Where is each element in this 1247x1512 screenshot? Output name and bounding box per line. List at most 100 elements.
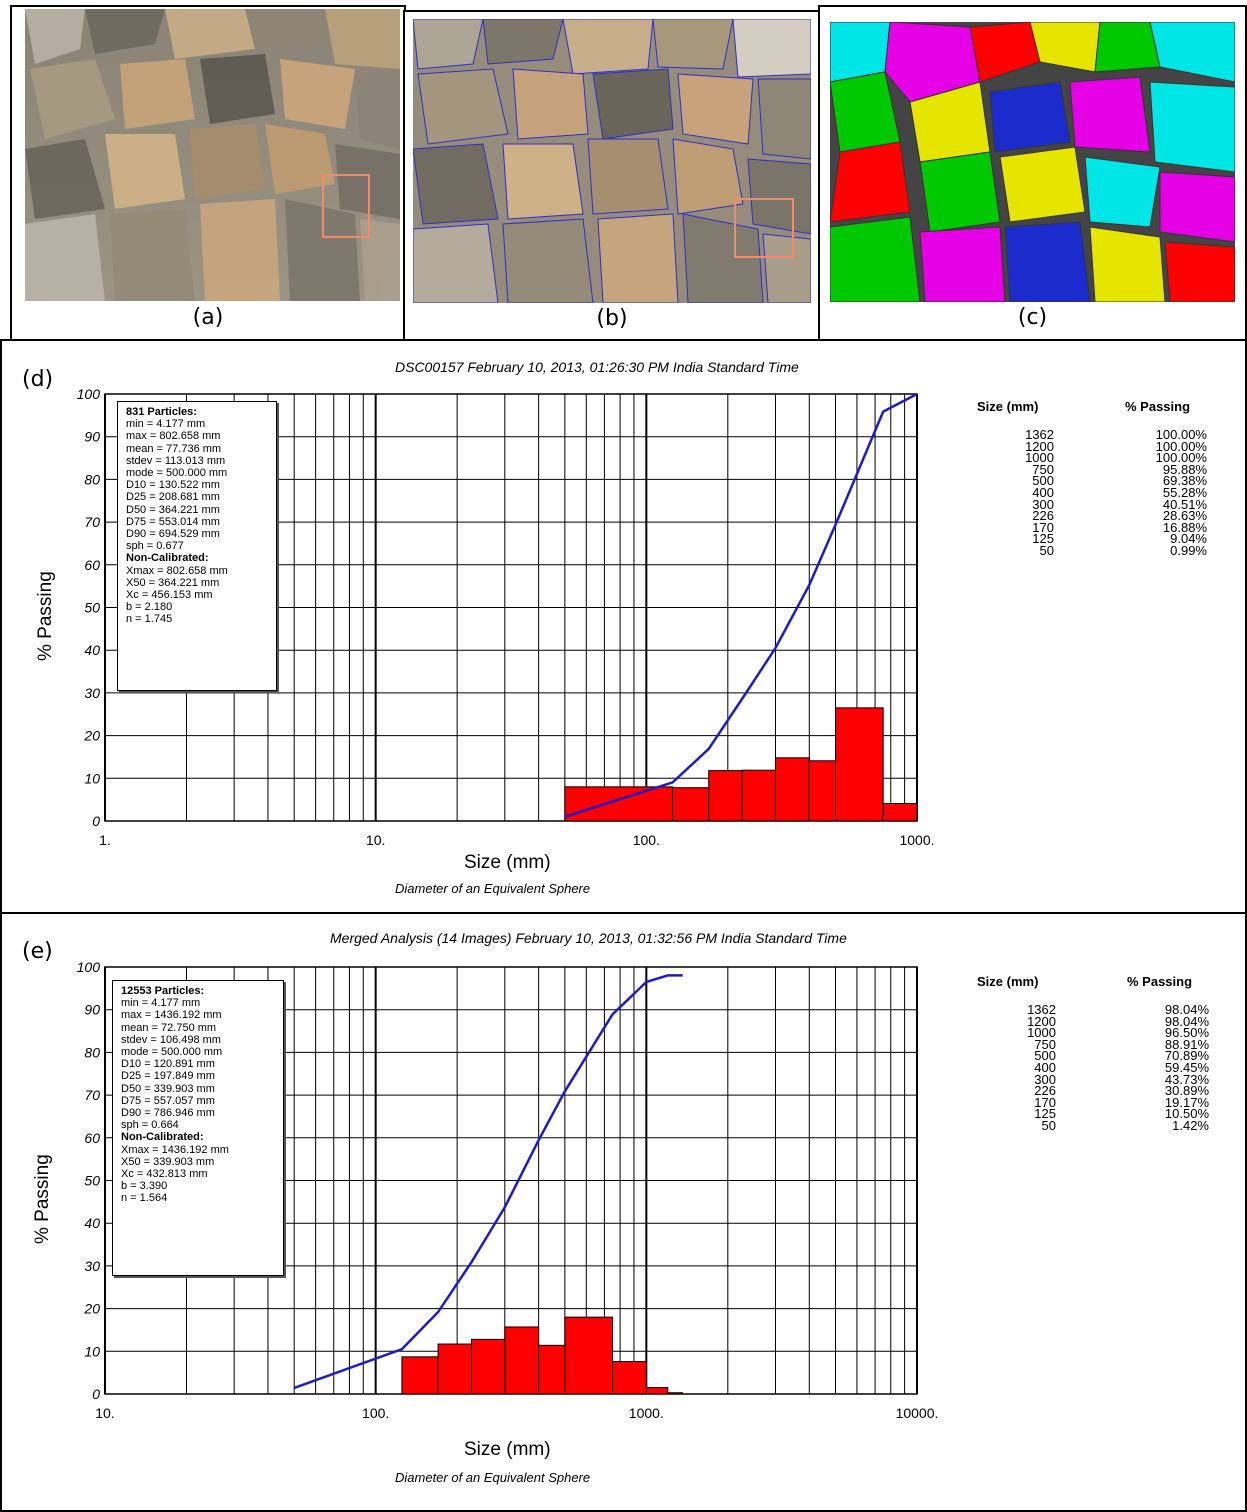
stat-line: min = 4.177 mm (121, 997, 201, 1010)
stat-line: n = 1.564 (121, 1192, 168, 1205)
passing-value: 19.17% (1164, 1094, 1209, 1110)
passing-value: 30.89% (1164, 1083, 1209, 1099)
histogram-bar (672, 787, 710, 822)
passing-value: 96.50% (1164, 1025, 1209, 1041)
y-tick-label: 80 (84, 471, 100, 487)
histogram-bar (564, 1316, 614, 1395)
grid (104, 393, 918, 822)
stat-line: D90 = 786.946 mm (121, 1107, 215, 1120)
size-value: 750 (1032, 461, 1054, 477)
stat-line: mean = 72.750 mm (121, 1021, 217, 1034)
stats-heading: 12553 Particles: (121, 985, 205, 997)
passing-value: 70.89% (1164, 1048, 1209, 1064)
stat-line: sph = 0.677 (126, 540, 184, 553)
size-value: 226 (1034, 1083, 1056, 1099)
y-tick-label: 0 (92, 813, 100, 829)
stat-line: X50 = 339.903 mm (121, 1155, 215, 1168)
rock-pile-photo (25, 9, 400, 301)
histogram-bar (538, 1344, 566, 1395)
passing-value: 59.45% (1164, 1059, 1209, 1075)
size-value: 1000 (1027, 1025, 1056, 1041)
y-tick-label: 100 (77, 959, 101, 975)
size-column: 1362 1200 1000 750 500 400 300 226 170 125 50 (977, 1002, 1056, 1133)
y-tick-label: 50 (84, 1173, 100, 1189)
stats-heading-2: Non-Calibrated: (121, 1131, 204, 1144)
size-value: 300 (1034, 1071, 1056, 1087)
size-value: 50 (1041, 1117, 1056, 1133)
histogram-bar (667, 1392, 684, 1395)
stat-line: D75 = 553.014 mm (126, 515, 220, 528)
stat-line: min = 4.177 mm (126, 418, 206, 431)
stat-line: D25 = 208.681 mm (126, 491, 220, 504)
plot-d: 0 10 20 30 40 50 60 70 80 90 100 1. 10. 100. 1000. (77, 386, 935, 848)
x-axis-title-d: Size (mm) (464, 852, 551, 873)
x-tick-label: 1000. (629, 1405, 664, 1421)
size-table-d: Size (mm) % Passing 1362 1200 1000 750 500 40… (977, 399, 1237, 619)
size-value: 1200 (1027, 1013, 1056, 1029)
stat-line: D50 = 339.903 mm (121, 1082, 215, 1095)
size-value: 170 (1034, 1094, 1056, 1110)
passing-value: 100.00% (1155, 427, 1207, 442)
size-value: 750 (1034, 1036, 1056, 1052)
histogram-bar (835, 707, 884, 822)
x-tick-label: 100. (633, 832, 660, 848)
passing-value: 69.38% (1162, 473, 1207, 489)
passing-column: 100.00% 100.00% 100.00% 95.88% 69.38% 55.28% 4… (1117, 427, 1207, 556)
y-tick-label: 20 (83, 728, 100, 744)
x-axis-title-e: Size (mm) (464, 1439, 551, 1460)
y-tick-label: 30 (84, 1258, 100, 1274)
size-value: 300 (1032, 496, 1054, 512)
passing-value: 88.91% (1164, 1036, 1209, 1052)
y-tick-label: 40 (84, 1215, 100, 1231)
histogram-bar (437, 1343, 473, 1395)
stat-line: D75 = 557.057 mm (121, 1094, 215, 1107)
y-axis-title-d: % Passing (35, 571, 56, 661)
stat-line: b = 3.390 (121, 1180, 168, 1193)
rock-pile-delineated-photo (413, 19, 811, 303)
stats-box-e: 12553 Particles: min = 4.177 mm max = 14… (112, 980, 284, 1276)
y-tick-label: 60 (84, 557, 100, 573)
size-table-e: Size (mm) % Passing 1362 1200 1000 750 500 40… (977, 974, 1237, 1194)
panel-letter-d: (d) (22, 367, 54, 392)
stat-line: mode = 500.000 mm (121, 1046, 223, 1059)
y-tick-label: 40 (84, 642, 100, 658)
passing-header: % Passing (1125, 399, 1191, 414)
size-value: 1362 (1025, 427, 1054, 442)
y-tick-label: 90 (84, 429, 100, 445)
passing-value: 98.04% (1164, 1002, 1209, 1017)
stat-line: D25 = 197.849 mm (121, 1070, 215, 1083)
size-value: 125 (1034, 1106, 1056, 1122)
y-tick-label: 90 (84, 1002, 100, 1018)
histogram-bar (708, 770, 743, 822)
caption-a: (a) (192, 305, 224, 330)
histogram-bar (774, 757, 810, 822)
stat-line: Xmax = 1436.192 mm (121, 1143, 229, 1156)
passing-value: 55.28% (1162, 484, 1207, 500)
passing-header: % Passing (1127, 974, 1193, 989)
histogram-bar (401, 1356, 439, 1395)
histogram-bar (645, 1387, 669, 1395)
chart-title-d: DSC00157 February 10, 2013, 01:26:30 PM … (395, 359, 799, 375)
stat-line: D10 = 120.891 mm (121, 1058, 215, 1071)
stat-line: Xc = 432.813 mm (121, 1168, 208, 1181)
stat-line: b = 2.180 (126, 601, 173, 614)
size-value: 226 (1032, 508, 1054, 524)
size-value: 1362 (1027, 1002, 1056, 1017)
panel-a: (a) (10, 5, 406, 341)
size-value: 500 (1034, 1048, 1056, 1064)
size-value: 1000 (1025, 450, 1054, 466)
y-tick-label: 100 (77, 386, 101, 402)
chart-panel-e: (e) Merged Analysis (14 Images) February… (0, 912, 1247, 1512)
stat-line: X50 = 364.221 mm (126, 576, 220, 589)
y-tick-label: 80 (84, 1044, 100, 1060)
size-header: Size (mm) (977, 399, 1039, 414)
x-tick-label: 1000. (899, 832, 934, 848)
stat-line: D10 = 130.522 mm (126, 479, 220, 492)
caption-c: (c) (1017, 305, 1048, 330)
passing-value: 95.88% (1162, 461, 1207, 477)
y-axis-title-e: % Passing (32, 1154, 53, 1244)
size-header: Size (mm) (977, 974, 1039, 989)
x-axis-subtitle-d: Diameter of an Equivalent Sphere (395, 881, 591, 896)
passing-column: 98.04% 98.04% 96.50% 88.91% 70.89% 59.45% 43.7… (1119, 1002, 1209, 1131)
y-tick-label: 30 (84, 685, 100, 701)
